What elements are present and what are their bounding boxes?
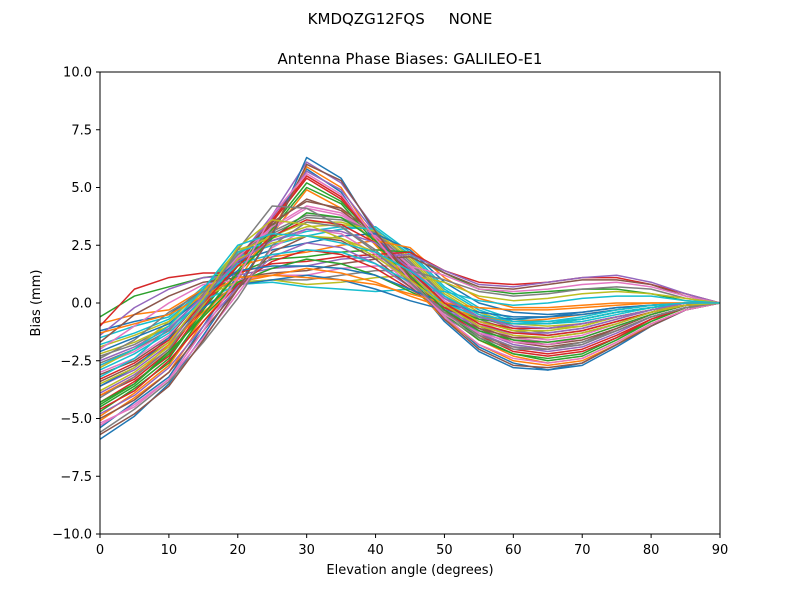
series-line (99, 163, 721, 436)
x-tick-label: 90 (712, 543, 729, 558)
y-tick-label: 7.5 (71, 123, 92, 138)
series-line (99, 205, 721, 399)
figure-suptitle: KMDQZG12FQS NONE (308, 10, 493, 28)
series-line (99, 212, 721, 406)
y-axis-label: Bias (mm) (29, 270, 44, 337)
y-tick-label: 0.0 (71, 297, 92, 312)
y-tick-label: 5.0 (71, 181, 92, 196)
series-line (99, 265, 721, 350)
x-tick-label: 0 (96, 543, 104, 558)
series-line (99, 219, 721, 385)
series-line (99, 251, 721, 327)
y-tick-label: −5.0 (60, 412, 92, 427)
series-line (99, 232, 720, 367)
x-tick-label: 80 (643, 543, 660, 558)
series-line (99, 256, 721, 343)
y-tick-label: −2.5 (60, 354, 92, 369)
x-tick-label: 40 (367, 543, 384, 558)
plot-area (99, 71, 721, 535)
series-line (99, 228, 720, 362)
x-tick-label: 50 (436, 543, 453, 558)
y-tick-label: 10.0 (63, 66, 92, 81)
chart-title: Antenna Phase Biases: GALILEO-E1 (278, 50, 543, 68)
y-axis-ticks: −10.0 −7.5 −5.0 −2.5 0.0 2.5 5.0 7.5 10.0 (52, 66, 100, 543)
y-tick-label: 2.5 (71, 239, 92, 254)
y-tick-label: −10.0 (52, 528, 92, 543)
x-tick-label: 10 (161, 543, 178, 558)
x-tick-label: 20 (230, 543, 247, 558)
series-line (99, 274, 720, 387)
x-axis-ticks: 0 10 20 30 40 50 60 70 80 90 (96, 534, 728, 558)
x-tick-label: 30 (298, 543, 315, 558)
x-tick-label: 60 (505, 543, 522, 558)
x-axis-label: Elevation angle (degrees) (326, 563, 493, 578)
series-line (99, 253, 721, 336)
series-lines (99, 156, 721, 440)
x-tick-label: 70 (574, 543, 591, 558)
y-tick-label: −7.5 (60, 470, 92, 485)
